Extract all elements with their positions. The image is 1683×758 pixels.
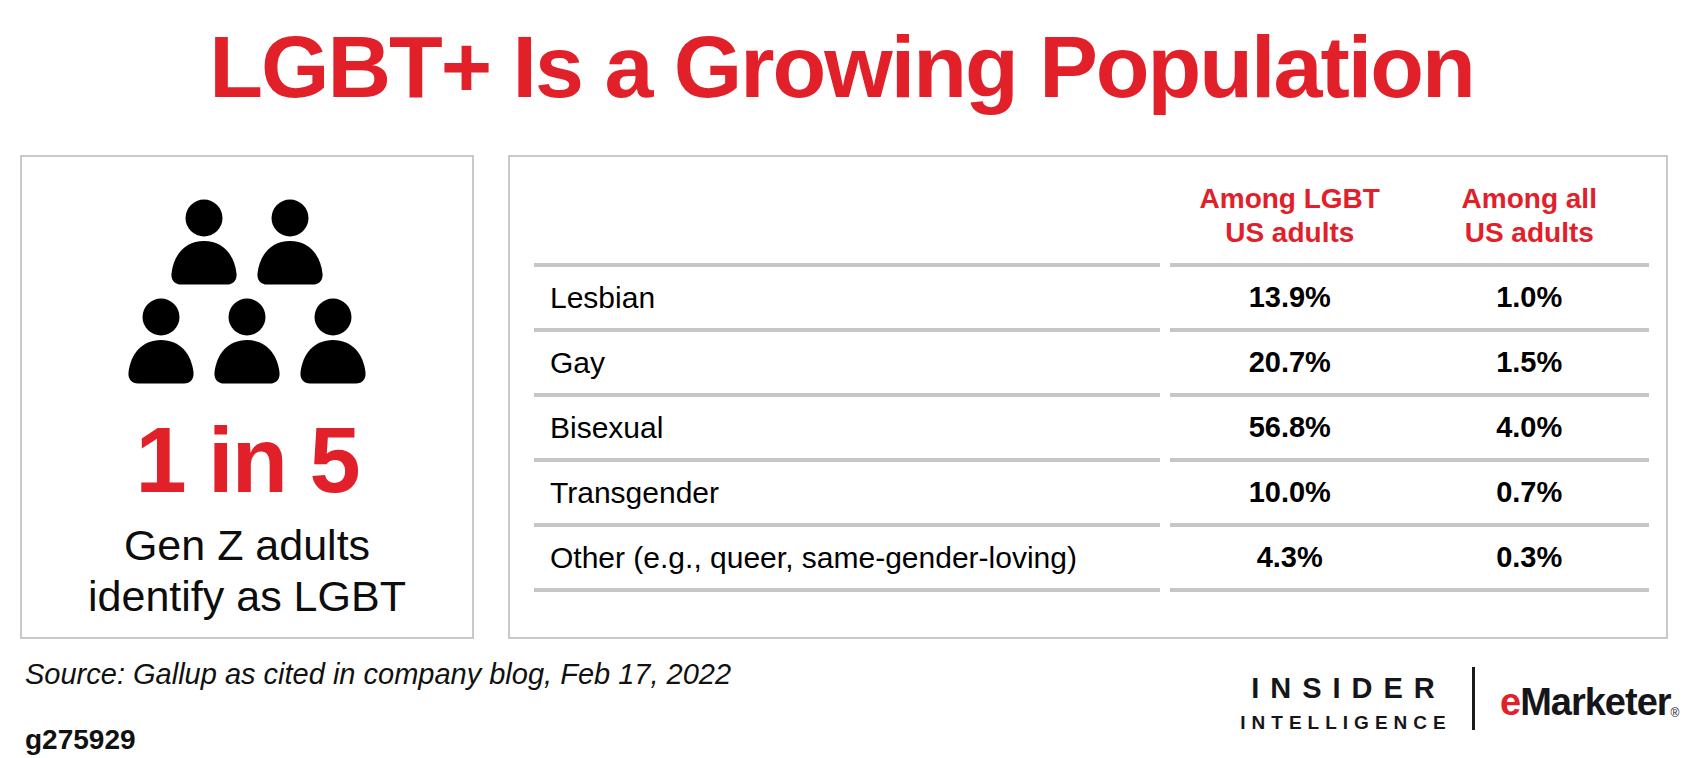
table-row: Bisexual 56.8% 4.0% <box>534 393 1649 458</box>
value-among-all: 4.0% <box>1410 411 1650 444</box>
pictogram-row <box>126 298 368 384</box>
value-among-lgbt: 56.8% <box>1170 411 1410 444</box>
stat-caption: Gen Z adults identify as LGBT <box>88 520 406 622</box>
stat-panel: 1 in 5 Gen Z adults identify as LGBT <box>20 155 474 639</box>
person-icon <box>212 298 282 384</box>
stat-caption-line1: Gen Z adults <box>124 521 370 569</box>
value-among-lgbt: 13.9% <box>1170 281 1410 314</box>
source-note: Source: Gallup as cited in company blog,… <box>25 658 731 691</box>
stat-caption-line2: identify as LGBT <box>88 572 406 620</box>
insider-wordmark: INSIDER <box>1233 672 1453 705</box>
emarketer-wordmark: Marketer <box>1520 681 1670 723</box>
intelligence-wordmark: INTELLIGENCE <box>1233 712 1453 734</box>
stat-value: 1 in 5 <box>135 414 358 506</box>
value-among-all: 1.0% <box>1410 281 1650 314</box>
value-among-lgbt: 4.3% <box>1170 541 1410 574</box>
pictogram-row <box>169 199 325 285</box>
person-icon <box>298 298 368 384</box>
value-among-all: 1.5% <box>1410 346 1650 379</box>
table-header-row: Among LGBT US adults Among all US adults <box>534 157 1649 263</box>
emarketer-logo: eMarketer® <box>1500 681 1679 724</box>
column-header-among-lgbt: Among LGBT US adults <box>1170 182 1410 263</box>
logo-divider <box>1472 667 1475 730</box>
table-row: Gay 20.7% 1.5% <box>534 328 1649 393</box>
table-row: Lesbian 13.9% 1.0% <box>534 263 1649 328</box>
insider-intelligence-logo: INSIDER INTELLIGENCE <box>1233 672 1453 734</box>
column-header-among-all: Among all US adults <box>1410 182 1650 263</box>
emarketer-e-icon: e <box>1500 681 1520 723</box>
page-title: LGBT+ Is a Growing Population <box>0 16 1683 118</box>
table-row: Transgender 10.0% 0.7% <box>534 458 1649 523</box>
row-label: Lesbian <box>534 263 1160 328</box>
registered-mark: ® <box>1671 706 1680 720</box>
header-spacer <box>534 157 1160 263</box>
figure-id: g275929 <box>25 724 136 756</box>
value-among-all: 0.7% <box>1410 476 1650 509</box>
infographic: LGBT+ Is a Growing Population 1 in 5 Gen… <box>0 0 1683 758</box>
value-among-all: 0.3% <box>1410 541 1650 574</box>
value-among-lgbt: 20.7% <box>1170 346 1410 379</box>
row-label: Gay <box>534 328 1160 393</box>
row-label: Transgender <box>534 458 1160 523</box>
row-label: Other (e.g., queer, same-gender-loving) <box>534 523 1160 588</box>
table-bottom-rule <box>534 588 1649 592</box>
person-icon <box>126 298 196 384</box>
people-pictogram <box>126 199 368 384</box>
data-table-panel: Among LGBT US adults Among all US adults… <box>508 155 1668 639</box>
value-among-lgbt: 10.0% <box>1170 476 1410 509</box>
person-icon-highlighted <box>169 199 239 285</box>
row-label: Bisexual <box>534 393 1160 458</box>
person-icon <box>255 199 325 285</box>
table-row: Other (e.g., queer, same-gender-loving) … <box>534 523 1649 588</box>
